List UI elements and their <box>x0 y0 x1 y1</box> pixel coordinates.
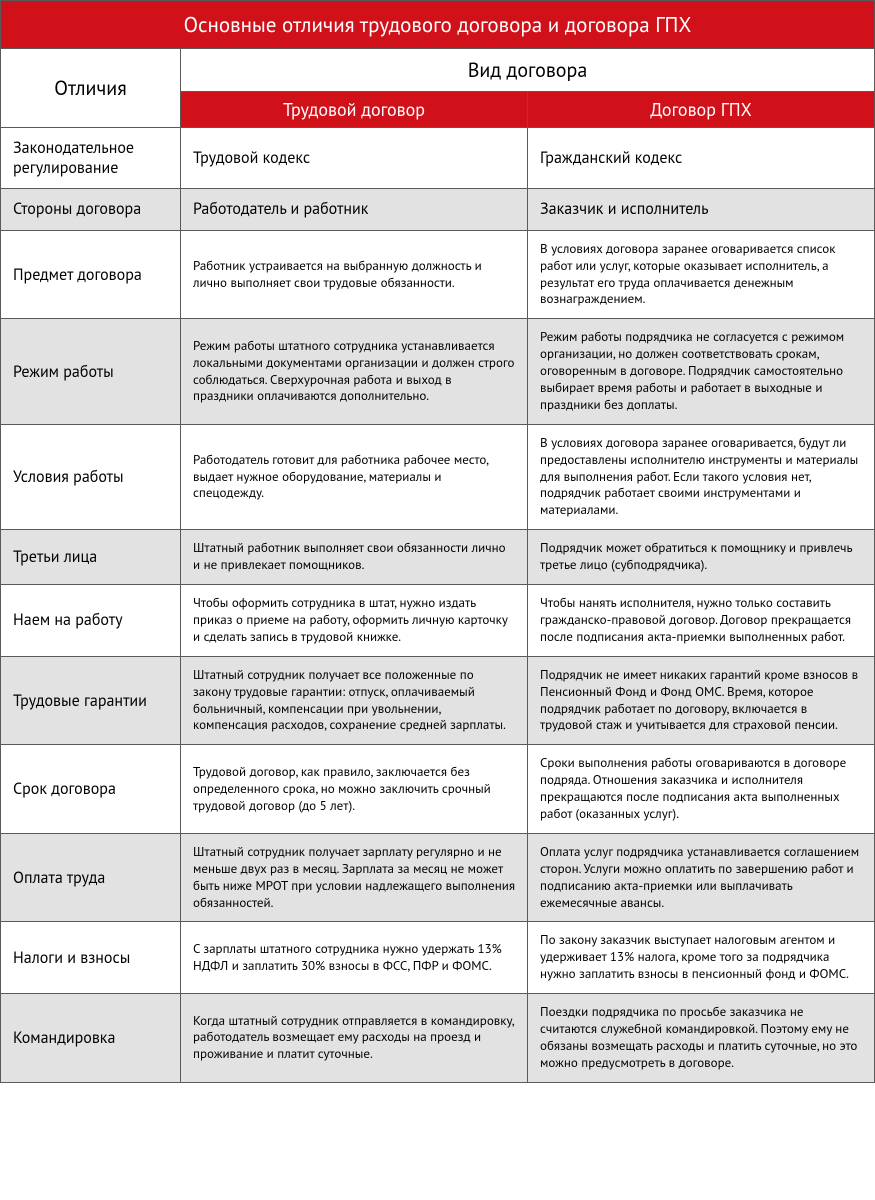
row-gph: В условиях договора заранее оговариваетс… <box>528 230 875 319</box>
table-row: Налоги и взносыС зарплаты штатного сотру… <box>1 922 875 994</box>
row-label: Налоги и взносы <box>1 922 181 994</box>
row-trud: Штатный сотрудник получает зарплату регу… <box>181 833 528 922</box>
row-gph: В условиях договора заранее оговариваетс… <box>528 424 875 529</box>
row-label: Законодательное регулирование <box>1 128 181 189</box>
row-trud: Режим работы штатного сотрудника устанав… <box>181 319 528 424</box>
row-gph: Заказчик и исполнитель <box>528 189 875 231</box>
row-trud: Чтобы оформить сотрудника в штат, нужно … <box>181 585 528 657</box>
row-trud: Трудовой договор, как правило, заключает… <box>181 745 528 834</box>
table-body: Законодательное регулированиеТрудовой ко… <box>1 128 875 1083</box>
table-row: Третьи лицаШтатный работник выполняет св… <box>1 530 875 585</box>
row-label: Срок договора <box>1 745 181 834</box>
row-label: Трудовые гарантии <box>1 656 181 745</box>
row-trud: Работник устраивается на выбранную должн… <box>181 230 528 319</box>
row-label: Режим работы <box>1 319 181 424</box>
comparison-table: Основные отличия трудового договора и до… <box>0 0 875 1083</box>
row-trud: С зарплаты штатного сотрудника нужно уде… <box>181 922 528 994</box>
row-trud: Когда штатный сотрудник отправляется в к… <box>181 994 528 1083</box>
col-header-gph: Договор ГПХ <box>528 92 875 128</box>
table-row: Наем на работуЧтобы оформить сотрудника … <box>1 585 875 657</box>
row-gph: Поездки подрядчика по просьбе заказчика … <box>528 994 875 1083</box>
row-trud: Штатный работник выполняет свои обязанно… <box>181 530 528 585</box>
row-gph: Чтобы нанять исполнителя, нужно только с… <box>528 585 875 657</box>
table-row: Оплата трудаШтатный сотрудник получает з… <box>1 833 875 922</box>
row-gph: Подрядчик не имеет никаких гарантий кром… <box>528 656 875 745</box>
col-header-trud: Трудовой договор <box>181 92 528 128</box>
row-label: Оплата труда <box>1 833 181 922</box>
diff-header: Отличия <box>1 49 181 128</box>
row-gph: Режим работы подрядчика не согласуется с… <box>528 319 875 424</box>
row-trud: Работодатель и работник <box>181 189 528 231</box>
row-label: Условия работы <box>1 424 181 529</box>
row-trud: Трудовой кодекс <box>181 128 528 189</box>
table-row: Условия работыРаботодатель готовит для р… <box>1 424 875 529</box>
table-row: Предмет договораРаботник устраивается на… <box>1 230 875 319</box>
row-gph: Гражданский кодекс <box>528 128 875 189</box>
row-label: Предмет договора <box>1 230 181 319</box>
row-label: Стороны договора <box>1 189 181 231</box>
table-title: Основные отличия трудового договора и до… <box>1 1 875 49</box>
row-trud: Работодатель готовит для работника рабоч… <box>181 424 528 529</box>
table-row: Режим работыРежим работы штатного сотруд… <box>1 319 875 424</box>
table-row: КомандировкаКогда штатный сотрудник отпр… <box>1 994 875 1083</box>
row-gph: Сроки выполнения работы оговариваются в … <box>528 745 875 834</box>
title-row: Основные отличия трудового договора и до… <box>1 1 875 49</box>
row-label: Третьи лица <box>1 530 181 585</box>
row-trud: Штатный сотрудник получает все положенны… <box>181 656 528 745</box>
table-row: Срок договораТрудовой договор, как прави… <box>1 745 875 834</box>
table-row: Стороны договораРаботодатель и работникЗ… <box>1 189 875 231</box>
super-header-row: Отличия Вид договора <box>1 49 875 92</box>
contract-type-header: Вид договора <box>181 49 875 92</box>
row-gph: Подрядчик может обратиться к помощнику и… <box>528 530 875 585</box>
row-gph: По закону заказчик выступает налоговым а… <box>528 922 875 994</box>
table-row: Трудовые гарантииШтатный сотрудник получ… <box>1 656 875 745</box>
row-gph: Оплата услуг подрядчика устанавливается … <box>528 833 875 922</box>
row-label: Наем на работу <box>1 585 181 657</box>
row-label: Командировка <box>1 994 181 1083</box>
table-row: Законодательное регулированиеТрудовой ко… <box>1 128 875 189</box>
